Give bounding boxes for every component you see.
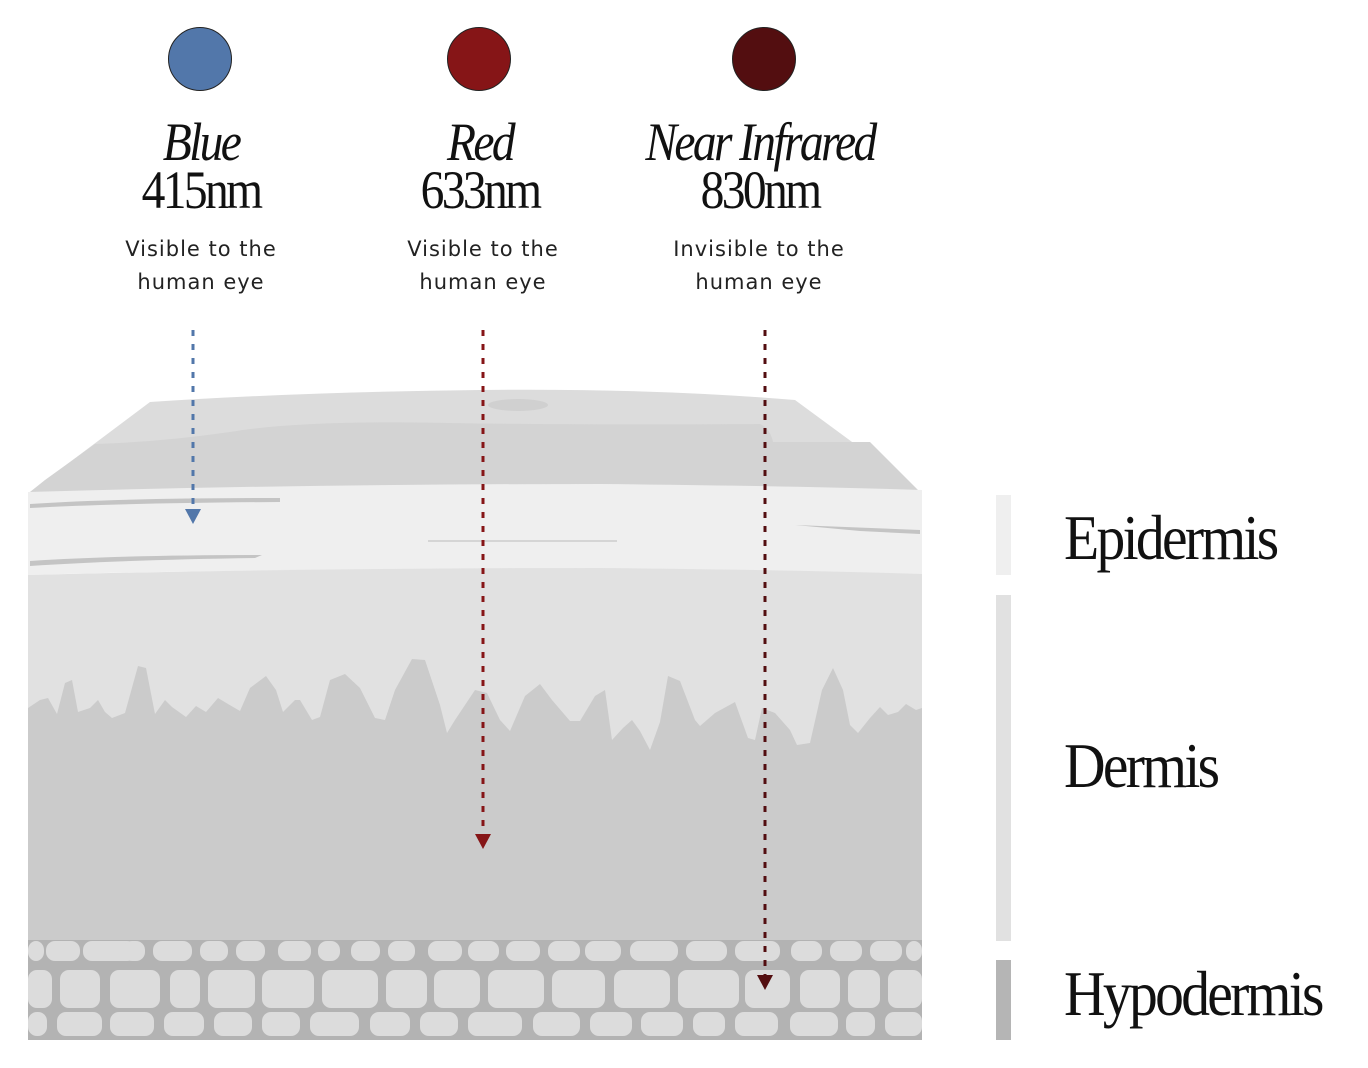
blue-desc-line2: human eye bbox=[137, 270, 265, 294]
skin-surface-band bbox=[30, 422, 918, 492]
fat-cell bbox=[153, 941, 192, 961]
fat-cell bbox=[434, 970, 480, 1008]
blue-wavelength: 415nm bbox=[141, 160, 263, 220]
red-wavelength: 633nm bbox=[420, 160, 542, 220]
hypodermis-bar bbox=[996, 960, 1011, 1040]
fat-cell bbox=[870, 941, 902, 961]
blue-title: Blue bbox=[162, 112, 242, 172]
epidermis-label: Epidermis bbox=[1064, 502, 1279, 573]
fat-cell bbox=[630, 941, 678, 961]
fat-cell bbox=[735, 1012, 778, 1036]
fat-cell bbox=[164, 1012, 204, 1036]
dermis-bar bbox=[996, 595, 1011, 941]
hypodermis-label: Hypodermis bbox=[1064, 958, 1324, 1029]
fat-cell bbox=[848, 970, 880, 1008]
fat-cell bbox=[388, 941, 415, 961]
fat-cell bbox=[468, 1012, 522, 1036]
fat-cell bbox=[351, 941, 380, 961]
fat-cell bbox=[428, 941, 462, 961]
fat-cell bbox=[468, 941, 499, 961]
fat-cell bbox=[310, 1012, 359, 1036]
fat-cell bbox=[28, 1012, 47, 1036]
fat-cell bbox=[46, 941, 80, 961]
fat-cell bbox=[278, 941, 311, 961]
layer-legend bbox=[996, 495, 1011, 1040]
fat-cell bbox=[170, 970, 200, 1008]
fat-cell bbox=[28, 970, 52, 1008]
nir-title: Near Infrared bbox=[645, 112, 877, 172]
fat-cell bbox=[552, 970, 605, 1008]
fat-cell bbox=[386, 970, 427, 1008]
fat-cell bbox=[318, 941, 340, 961]
dermis-papillae bbox=[28, 659, 922, 945]
fat-cell bbox=[110, 1012, 154, 1036]
fat-cell bbox=[693, 1012, 725, 1036]
nir-wavelength: 830nm bbox=[700, 160, 822, 220]
fat-cell bbox=[57, 1012, 102, 1036]
fat-cell bbox=[506, 941, 540, 961]
fat-cell bbox=[83, 941, 136, 961]
fat-cell bbox=[488, 970, 544, 1008]
fat-cell bbox=[800, 970, 840, 1008]
fat-cell bbox=[906, 941, 922, 961]
nir-light-circle bbox=[732, 27, 796, 91]
fat-cell bbox=[28, 941, 44, 961]
fat-cell bbox=[533, 1012, 580, 1036]
fat-cell bbox=[678, 970, 739, 1008]
fat-cells bbox=[28, 941, 922, 1036]
fat-cell bbox=[590, 1012, 632, 1036]
fat-cell bbox=[420, 1012, 458, 1036]
fat-cell bbox=[262, 970, 314, 1008]
epidermis-bar bbox=[996, 495, 1011, 575]
fat-cell bbox=[548, 941, 580, 961]
nir-desc-line2: human eye bbox=[695, 270, 823, 294]
red-arrow-head bbox=[475, 834, 491, 849]
nir-desc-line1: Invisible to the bbox=[673, 237, 845, 261]
red-desc-line2: human eye bbox=[419, 270, 547, 294]
fat-cell bbox=[200, 941, 228, 961]
fat-cell bbox=[686, 941, 727, 961]
nir-arrow-head bbox=[757, 975, 773, 990]
fat-cell bbox=[830, 941, 862, 961]
fat-cell bbox=[735, 941, 780, 961]
blue-desc-line1: Visible to the bbox=[125, 237, 277, 261]
epidermis-layer bbox=[28, 484, 922, 575]
fat-cell bbox=[214, 1012, 252, 1036]
fat-cell bbox=[60, 970, 100, 1008]
red-desc-line1: Visible to the bbox=[407, 237, 559, 261]
fat-cell bbox=[885, 1012, 922, 1036]
blue-light-circle bbox=[168, 27, 232, 91]
dermis-label: Dermis bbox=[1064, 730, 1220, 801]
fat-cell bbox=[614, 970, 670, 1008]
fat-cell bbox=[846, 1012, 875, 1036]
fat-cell bbox=[208, 970, 255, 1008]
fat-cell bbox=[641, 1012, 683, 1036]
skin-cross-section bbox=[28, 389, 922, 1040]
fat-cell bbox=[791, 941, 822, 961]
red-title: Red bbox=[447, 112, 516, 172]
blue-arrow-head bbox=[185, 509, 201, 524]
fat-cell bbox=[236, 941, 265, 961]
fat-cell bbox=[745, 970, 790, 1008]
fat-cell bbox=[110, 970, 160, 1008]
fat-cell bbox=[123, 941, 145, 961]
fat-cell bbox=[370, 1012, 410, 1036]
red-light-circle bbox=[447, 27, 511, 91]
fat-cell bbox=[585, 941, 621, 961]
fat-cell bbox=[790, 1012, 838, 1036]
fat-cell bbox=[322, 970, 378, 1008]
fat-cell bbox=[888, 970, 922, 1008]
fat-cell bbox=[262, 1012, 300, 1036]
arrows bbox=[185, 330, 773, 990]
